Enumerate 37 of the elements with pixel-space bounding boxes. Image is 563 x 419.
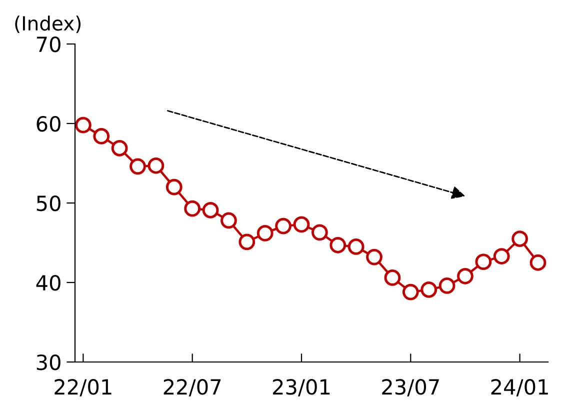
point xyxy=(220,212,237,229)
point xyxy=(184,200,201,217)
point xyxy=(202,202,219,218)
y-tick-label: 40 xyxy=(36,274,60,291)
point xyxy=(256,225,274,242)
point xyxy=(75,116,92,134)
point xyxy=(530,254,546,271)
x-tick-label: 22/01 xyxy=(54,379,112,396)
y-tick-label: 60 xyxy=(36,116,60,132)
point xyxy=(402,284,419,300)
x-tick-label: 24/01 xyxy=(491,379,548,396)
y-tick-label: 50 xyxy=(36,195,60,212)
point xyxy=(275,218,292,234)
point xyxy=(512,230,528,247)
y-tick-label: 70 xyxy=(37,36,60,52)
y-axis-title: (Index) xyxy=(15,16,81,33)
point xyxy=(438,277,456,294)
point xyxy=(420,281,438,298)
point xyxy=(348,238,364,255)
point xyxy=(238,234,256,250)
x-tick-label: 22/07 xyxy=(164,379,221,396)
point xyxy=(384,270,401,286)
point xyxy=(130,158,146,175)
point xyxy=(111,140,128,156)
point xyxy=(166,178,182,196)
point xyxy=(93,128,110,144)
point xyxy=(493,248,510,264)
y-tick-label: 30 xyxy=(36,354,60,370)
x-tick-label: 23/01 xyxy=(273,379,330,396)
point xyxy=(457,268,474,284)
point xyxy=(475,254,492,270)
point xyxy=(366,248,382,266)
point xyxy=(148,157,164,174)
point xyxy=(293,216,310,233)
point xyxy=(330,236,346,254)
x-tick-label: 23/07 xyxy=(382,379,439,396)
point xyxy=(311,224,328,241)
